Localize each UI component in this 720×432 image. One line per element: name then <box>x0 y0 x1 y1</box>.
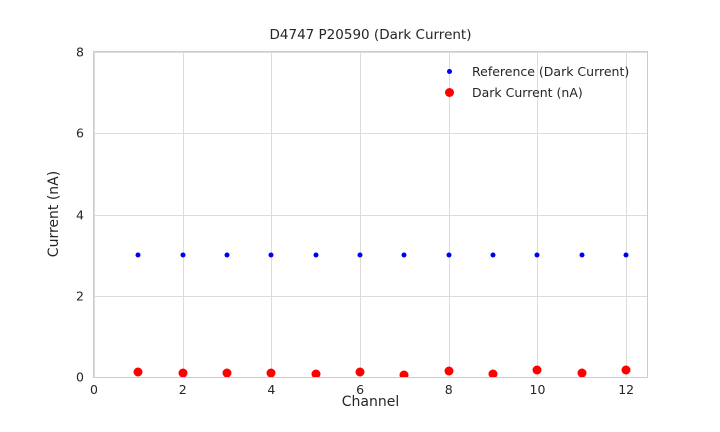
x-tick-label: 6 <box>356 382 365 397</box>
legend-marker-cell <box>436 88 462 97</box>
data-point <box>355 367 365 377</box>
legend-marker-cell <box>436 69 462 74</box>
data-point <box>133 367 143 377</box>
data-point <box>178 368 188 377</box>
legend-item-reference: Reference (Dark Current) <box>436 61 629 82</box>
gridline <box>94 377 647 378</box>
data-point <box>222 368 232 377</box>
data-point <box>579 252 585 258</box>
data-point <box>623 252 629 258</box>
data-point <box>135 252 141 258</box>
x-tick-label: 4 <box>267 382 276 397</box>
gridline <box>94 133 647 135</box>
data-point <box>490 252 496 258</box>
y-tick-label: 2 <box>76 288 84 304</box>
y-tick-label: 6 <box>76 125 84 141</box>
gridline <box>94 295 647 297</box>
x-axis-label: Channel <box>341 394 400 410</box>
data-point <box>311 369 321 377</box>
data-point <box>401 252 407 258</box>
x-tick-label: 12 <box>618 382 635 397</box>
data-point <box>357 252 363 258</box>
data-point <box>268 252 274 258</box>
plot-area: Reference (Dark Current) Dark Current (n… <box>93 51 648 378</box>
y-tick-label: 4 <box>76 207 84 222</box>
data-point <box>444 366 454 376</box>
legend-label-dark-current: Dark Current (nA) <box>472 85 583 100</box>
legend: Reference (Dark Current) Dark Current (n… <box>436 61 629 103</box>
gridline <box>94 214 647 216</box>
x-tick-label: 8 <box>444 382 453 397</box>
y-tick-label: 0 <box>76 369 84 385</box>
data-point <box>446 252 452 258</box>
data-point <box>266 368 276 377</box>
x-tick-label: 0 <box>90 382 98 397</box>
data-point <box>180 252 186 258</box>
data-point <box>488 369 498 377</box>
dark-current-marker-icon <box>444 88 454 97</box>
data-point <box>577 368 587 377</box>
data-point <box>399 370 409 377</box>
reference-marker-icon <box>446 69 452 74</box>
data-point <box>534 252 540 258</box>
x-tick-label: 2 <box>178 382 187 397</box>
chart-title: D4747 P20590 (Dark Current) <box>269 27 472 43</box>
data-point <box>532 365 542 375</box>
data-point <box>224 252 230 258</box>
legend-label-reference: Reference (Dark Current) <box>472 64 630 79</box>
data-point <box>313 252 319 258</box>
data-point <box>621 365 631 375</box>
gridline <box>94 52 647 53</box>
y-tick-label: 8 <box>76 44 84 60</box>
legend-item-dark-current: Dark Current (nA) <box>436 82 629 103</box>
x-tick-label: 10 <box>529 382 546 397</box>
